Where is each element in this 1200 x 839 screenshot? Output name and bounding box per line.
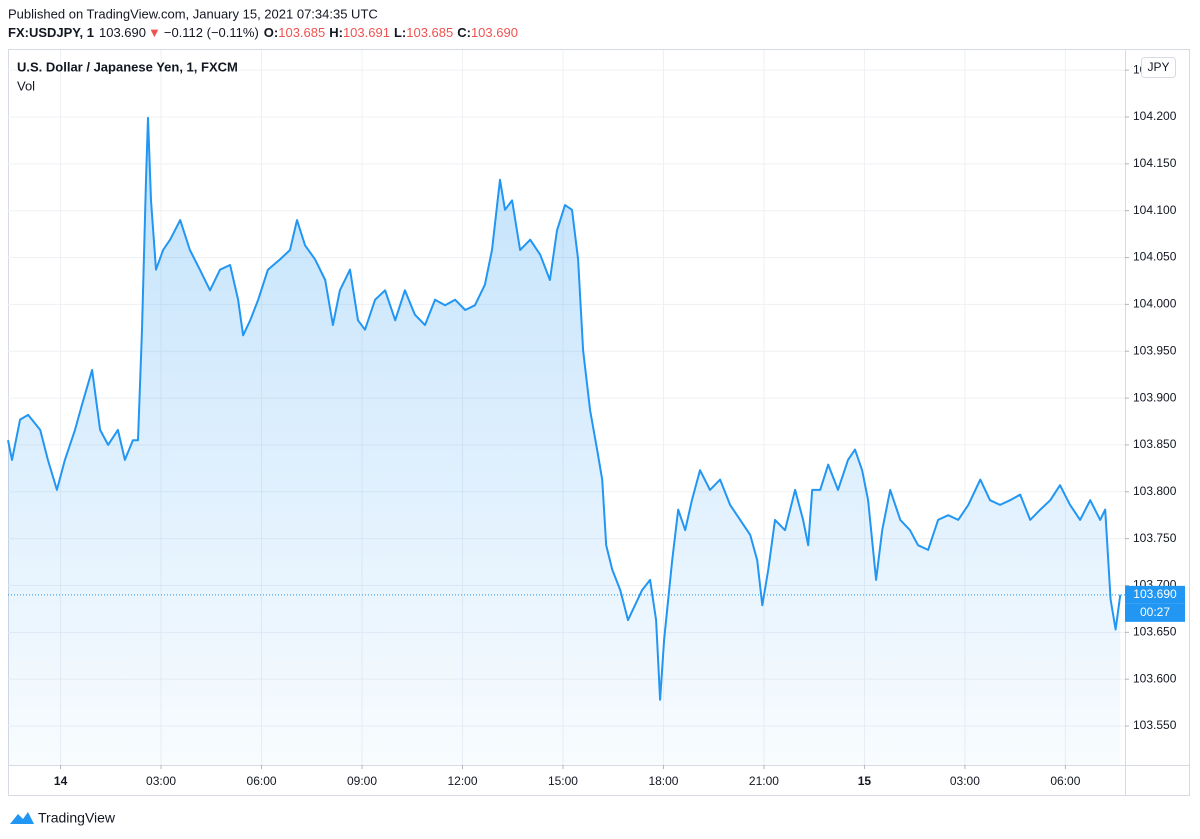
y-tick-label: 103.850 — [1133, 437, 1177, 451]
y-tick-label: 103.750 — [1133, 531, 1177, 545]
x-tick-label: 09:00 — [347, 774, 377, 788]
x-tick-label: 15 — [858, 774, 872, 788]
ohlc-value: 103.685 — [406, 25, 453, 40]
logo: TradingView — [10, 810, 116, 826]
countdown: 00:27 — [1140, 605, 1170, 619]
y-tick-label: 103.900 — [1133, 390, 1177, 404]
y-tick-label: 103.550 — [1133, 718, 1177, 732]
y-tick-label: 103.950 — [1133, 343, 1177, 357]
ohlc-value: 103.690 — [471, 25, 518, 40]
volume-label: Vol — [17, 78, 35, 93]
x-tick-label: 15:00 — [548, 774, 578, 788]
x-tick-label: 03:00 — [950, 774, 980, 788]
x-tick-label: 03:00 — [146, 774, 176, 788]
last-price: 103.690 — [99, 25, 146, 40]
last-price-label: 103.690 — [1133, 587, 1177, 601]
chart-title: U.S. Dollar / Japanese Yen, 1, FXCM — [17, 59, 238, 74]
x-tick-label: 06:00 — [247, 774, 277, 788]
price-line — [7, 116, 1122, 701]
logo-icon — [10, 812, 34, 824]
y-tick-label: 104.150 — [1133, 156, 1177, 170]
ohlc-key: L: — [394, 25, 406, 40]
y-tick-label: 104.200 — [1133, 109, 1177, 123]
down-arrow: ▼ — [148, 25, 161, 40]
x-tick-label: 12:00 — [447, 774, 477, 788]
y-tick-label: 103.650 — [1133, 624, 1177, 638]
plot: 103.550103.600103.650103.700103.750103.8… — [7, 50, 1177, 788]
countdown-box — [1125, 603, 1185, 622]
ohlc-key: H: — [329, 25, 343, 40]
overlay: 103.690 00:27 JPY — [1125, 57, 1185, 622]
y-tick-label: 104.100 — [1133, 203, 1177, 217]
y-tick-label: 104.000 — [1133, 297, 1177, 311]
x-tick-label: 06:00 — [1050, 774, 1080, 788]
published-note: Published on TradingView.com, January 15… — [8, 6, 378, 21]
symbol-line: FX:USDJPY, 1 103.690 ▼ −0.112 (−0.11%) O:103… — [8, 25, 518, 40]
currency-label: JPY — [1147, 60, 1169, 74]
y-tick-label: 103.800 — [1133, 484, 1177, 498]
price-area — [8, 117, 1121, 765]
footer-brand: TradingView — [38, 810, 116, 826]
ohlc-key: C: — [457, 25, 471, 40]
ohlc-key: O: — [264, 25, 278, 40]
change: −0.112 (−0.11%) — [164, 25, 259, 40]
y-tick-label: 104.050 — [1133, 250, 1177, 264]
x-tick-label: 21:00 — [749, 774, 779, 788]
frame — [8, 49, 1190, 796]
ohlc-value: 103.685 — [278, 25, 325, 40]
y-tick-label: 103.600 — [1133, 671, 1177, 685]
currency-button — [1141, 57, 1176, 78]
x-tick-label: 14 — [54, 774, 68, 788]
ohlc-value: 103.691 — [343, 25, 390, 40]
x-tick-label: 18:00 — [648, 774, 678, 788]
last-price-box — [1125, 585, 1185, 604]
symbol: FX:USDJPY, 1 — [8, 25, 94, 40]
